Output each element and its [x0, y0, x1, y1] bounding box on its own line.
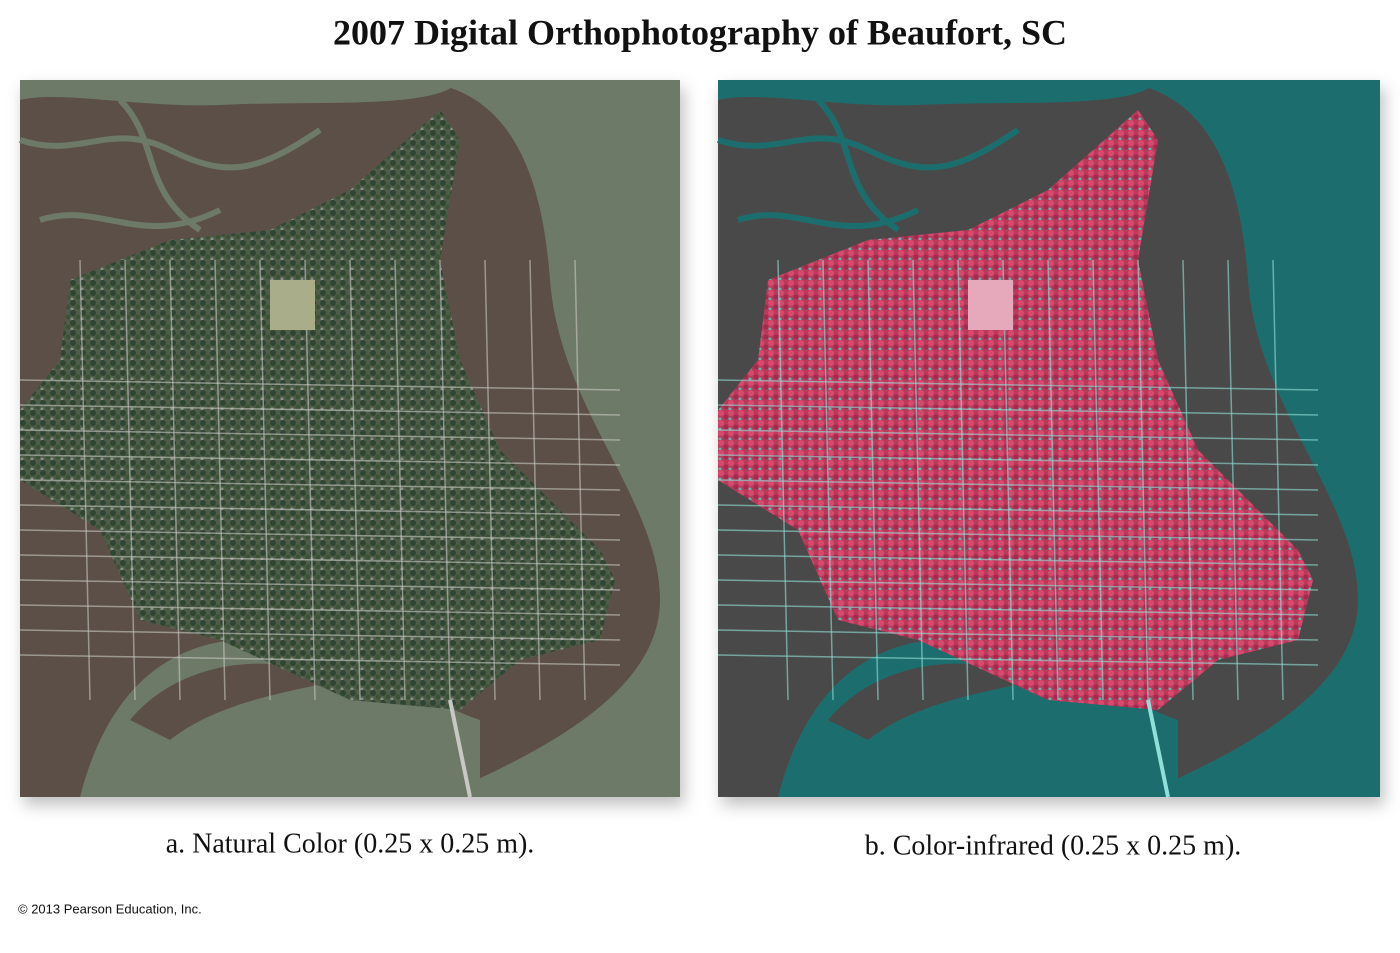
- road: [529, 259, 541, 701]
- river: [1098, 80, 1380, 797]
- park: [270, 280, 315, 330]
- road: [259, 259, 271, 701]
- road: [1182, 259, 1194, 701]
- road: [822, 259, 834, 701]
- road: [394, 259, 406, 701]
- color-infrared-image: [717, 80, 1380, 798]
- bridge: [1146, 699, 1170, 798]
- road: [1047, 259, 1059, 701]
- copyright: © 2013 Pearson Education, Inc.: [18, 901, 202, 916]
- road: [169, 259, 181, 701]
- road: [19, 454, 621, 466]
- road: [124, 259, 136, 701]
- caption: a. Natural Color (0.25 x 0.25 m).: [166, 828, 535, 859]
- road: [19, 579, 621, 591]
- road: [19, 529, 621, 541]
- road: [717, 579, 1319, 591]
- road: [19, 479, 621, 491]
- road: [19, 629, 621, 641]
- title: 2007 Digital Orthophotography of Beaufor…: [333, 12, 1067, 52]
- river-top: [20, 80, 460, 106]
- road: [214, 259, 226, 701]
- road: [717, 429, 1319, 441]
- road: [1092, 259, 1104, 701]
- road: [867, 259, 879, 701]
- road: [19, 604, 621, 616]
- road: [717, 529, 1319, 541]
- road: [912, 259, 924, 701]
- caption: b. Color-infrared (0.25 x 0.25 m).: [865, 830, 1242, 861]
- road: [717, 479, 1319, 491]
- marsh-spit: [828, 663, 1038, 740]
- road: [19, 654, 621, 666]
- road: [717, 454, 1319, 466]
- road: [349, 259, 361, 701]
- park: [968, 280, 1013, 330]
- road: [19, 504, 621, 516]
- marsh-channels: [717, 97, 1020, 233]
- road: [19, 379, 621, 391]
- road: [717, 629, 1319, 641]
- road: [777, 259, 789, 701]
- road: [717, 379, 1319, 391]
- road: [19, 429, 621, 441]
- road: [1227, 259, 1239, 701]
- road: [1137, 259, 1149, 701]
- marsh-spit: [130, 663, 340, 740]
- river: [400, 80, 680, 797]
- road: [717, 554, 1319, 566]
- road: [574, 259, 586, 701]
- road: [19, 554, 621, 566]
- road: [19, 404, 621, 416]
- road: [717, 604, 1319, 616]
- marsh-channels: [19, 97, 322, 233]
- road: [79, 259, 91, 701]
- bridge: [448, 699, 472, 798]
- road: [957, 259, 969, 701]
- road: [484, 259, 496, 701]
- natural-color-image: [19, 80, 680, 798]
- road: [439, 259, 451, 701]
- road: [1002, 259, 1014, 701]
- road: [717, 504, 1319, 516]
- road: [717, 404, 1319, 416]
- road: [1272, 259, 1284, 701]
- road: [304, 259, 316, 701]
- river-top: [718, 80, 1158, 106]
- road: [717, 654, 1319, 666]
